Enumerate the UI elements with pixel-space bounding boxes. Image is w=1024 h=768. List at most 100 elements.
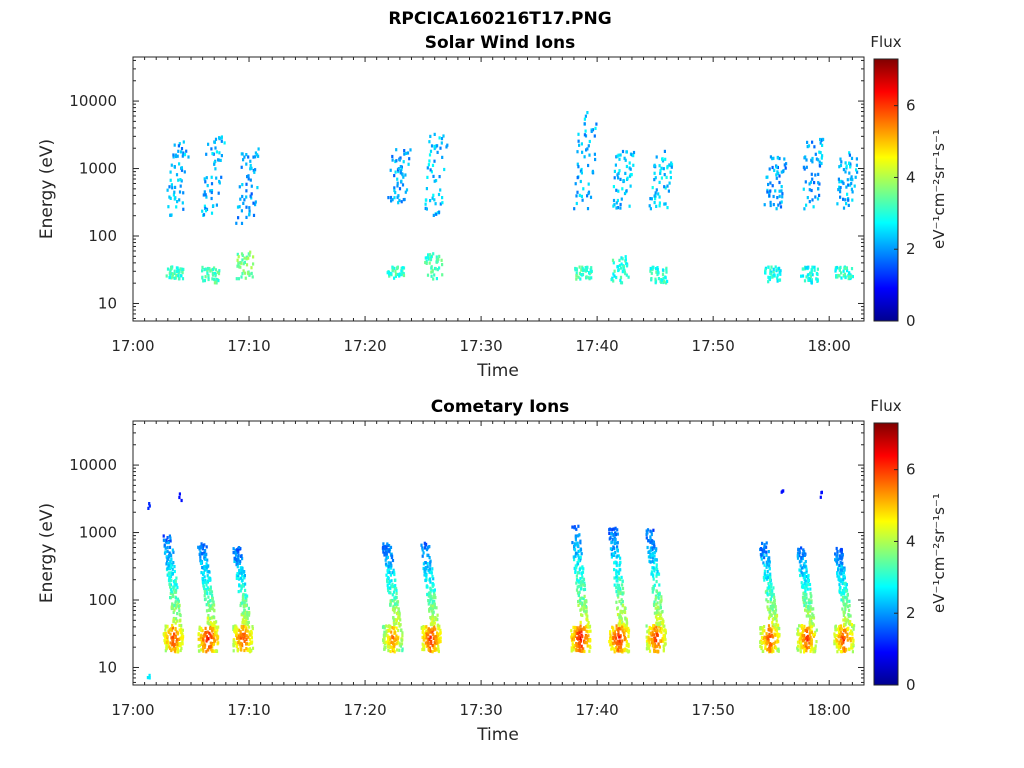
flux-cell [843,581,846,585]
x-tick-label: 17:40 [576,337,619,355]
flux-cell [843,595,846,599]
flux-cell [571,633,574,637]
flux-cell [659,169,662,173]
flux-cell [254,155,257,159]
flux-cell [653,633,656,637]
flux-cell [392,590,396,594]
flux-cell [841,634,844,638]
flux-cell [210,268,213,272]
flux-cell [245,616,248,620]
flux-cell [204,579,207,583]
flux-cell [173,190,176,194]
flux-cell [804,155,807,159]
flux-cell [577,554,580,558]
flux-cell [431,582,434,586]
flux-cell [182,267,185,271]
flux-cell [177,649,180,653]
flux-cell [590,276,593,280]
flux-cell [805,596,808,600]
flux-cell [580,194,583,198]
flux-cell [810,625,813,629]
flux-cell [199,638,202,642]
flux-cell [174,154,178,159]
flux-cell [210,211,214,215]
flux-cell [426,553,429,558]
flux-cell [405,188,409,192]
flux-cell [816,278,819,282]
flux-cell [242,637,245,641]
flux-cell [809,614,812,618]
flux-cell [646,630,649,634]
flux-cell [437,192,441,197]
flux-cell [651,539,654,543]
flux-cell [848,161,851,165]
flux-cell [834,628,837,632]
flux-cell [173,271,176,275]
flux-cell [769,597,773,601]
flux-cell [660,280,663,284]
flux-cell [842,273,845,277]
flux-cell [398,610,401,614]
flux-cell [624,158,627,162]
flux-cell [804,641,807,645]
flux-cell [250,192,253,196]
flux-cell [652,636,656,640]
flux-cell [446,143,449,147]
flux-cell [585,599,588,603]
flux-cell [433,588,436,592]
flux-cell [586,618,589,622]
flux-cell [171,635,175,639]
flux-cell [779,201,782,205]
flux-cell [657,192,660,196]
flux-cell [387,638,390,642]
flux-cell [800,636,803,640]
flux-cell [389,573,392,577]
flux-cell [210,147,213,151]
flux-cell [843,586,846,590]
flux-cell [809,630,812,634]
flux-cell [391,154,394,159]
flux-cell [609,637,612,641]
flux-cell [431,617,434,621]
flux-cell [759,640,762,645]
flux-cell [209,599,212,603]
flux-cell [810,270,813,274]
flux-cell [424,202,427,206]
flux-cell [627,649,631,653]
flux-cell [659,600,662,604]
flux-cell [647,638,650,642]
flux-cell [573,632,576,636]
colorbar-unit-label: eV⁻¹cm⁻²sr⁻¹s⁻¹ [930,129,948,249]
flux-cell [421,554,424,558]
flux-cell [437,627,440,631]
flux-cell [647,539,650,543]
flux-cell [778,189,781,193]
flux-cell [778,156,781,161]
flux-cell [769,203,772,208]
flux-cell [164,550,167,554]
flux-cell [583,601,586,605]
flux-cell [242,605,245,609]
flux-cell [574,626,577,630]
flux-cell [148,673,151,677]
panel-solar-wind-ions: Solar Wind Ions 17:00 17:10 17:20 17:30 17:4… [37,33,948,381]
flux-cell [573,544,576,549]
flux-cell [657,621,660,625]
flux-cell [801,573,804,577]
flux-cell [620,281,624,285]
flux-cell [616,583,619,587]
flux-cell [147,506,150,510]
flux-cell [420,543,423,547]
y-tick-label: 10000 [69,92,117,110]
flux-cell [584,114,587,118]
flux-cell [775,613,779,617]
flux-cell [388,544,391,548]
flux-cell [243,155,246,159]
flux-cell [236,649,239,653]
flux-cell [804,586,807,590]
flux-cell [248,206,251,210]
flux-cell [170,605,173,609]
flux-cell [649,266,652,271]
flux-cell [844,630,847,634]
flux-cell [615,201,618,205]
